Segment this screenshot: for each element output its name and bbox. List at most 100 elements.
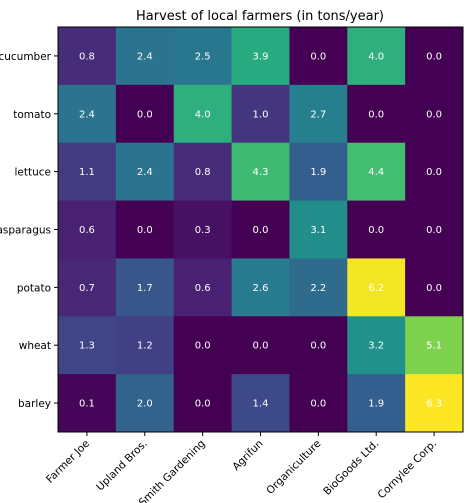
x-axis: Farmer Joe Upland Bros.Smith Gardening Agr… bbox=[44, 432, 439, 503]
heatmap-cell bbox=[115, 27, 175, 86]
cell-value-label: 1.2 bbox=[137, 341, 153, 352]
heatmap-cell bbox=[173, 258, 233, 317]
y-axis: cucumber tomato lettuce asparagus potato whea… bbox=[0, 51, 58, 410]
cell-value-label: 0.8 bbox=[195, 167, 211, 178]
cell-value-label: 2.0 bbox=[137, 399, 153, 410]
heatmap-cell bbox=[289, 374, 348, 433]
cell-value-label: 0.0 bbox=[195, 399, 211, 410]
cell-value-label: 0.0 bbox=[310, 399, 326, 410]
heatmap-cell bbox=[231, 374, 290, 433]
cell-value-labels: 0.8 2.4 2.5 3.9 0.0 4.0 0.0 2.4 0.0 4.0 1.0 2.7 0.0 0… bbox=[79, 51, 442, 409]
y-tick-label: potato bbox=[17, 282, 51, 294]
cell-value-label: 3.2 bbox=[368, 341, 384, 352]
x-tick-label: BioGoods Ltd. bbox=[321, 438, 381, 498]
heatmap-cell bbox=[231, 142, 290, 202]
cell-value-label: 6.3 bbox=[426, 399, 442, 410]
cell-value-label: 1.1 bbox=[79, 167, 95, 178]
cell-value-label: 2.6 bbox=[253, 283, 269, 294]
heatmap-cell bbox=[231, 27, 290, 86]
cell-value-label: 0.6 bbox=[195, 283, 211, 294]
heatmap-cell bbox=[115, 316, 175, 375]
heatmap-cell bbox=[58, 258, 117, 317]
cell-value-label: 0.0 bbox=[253, 341, 269, 352]
heatmap-cell bbox=[231, 84, 290, 144]
heatmap-cells bbox=[58, 27, 464, 433]
y-tick-label: lettuce bbox=[15, 167, 52, 179]
heatmap-cell bbox=[405, 316, 464, 375]
heatmap-cell bbox=[115, 200, 175, 259]
heatmap-cell bbox=[289, 258, 348, 317]
cell-value-label: 3.9 bbox=[253, 51, 269, 62]
cell-value-label: 0.0 bbox=[137, 225, 153, 236]
cell-value-label: 0.0 bbox=[368, 225, 384, 236]
cell-value-label: 0.8 bbox=[79, 51, 95, 62]
cell-value-label: 0.0 bbox=[310, 341, 326, 352]
cell-value-label: 2.2 bbox=[310, 283, 326, 294]
heatmap-cell bbox=[405, 200, 464, 259]
cell-value-label: 1.7 bbox=[137, 283, 153, 294]
cell-value-label: 0.0 bbox=[426, 109, 442, 120]
heatmap-cell bbox=[173, 316, 233, 375]
heatmap-cell bbox=[58, 84, 117, 144]
cell-value-label: 0.0 bbox=[426, 167, 442, 178]
heatmap-cell bbox=[405, 142, 464, 202]
heatmap-cell bbox=[347, 84, 406, 144]
heatmap-cell bbox=[58, 142, 117, 202]
cell-value-label: 6.2 bbox=[368, 283, 384, 294]
heatmap-cell bbox=[347, 316, 406, 375]
heatmap-cell bbox=[115, 258, 175, 317]
cell-value-label: 1.4 bbox=[253, 399, 269, 410]
heatmap-cell bbox=[289, 142, 348, 202]
heatmap-cell bbox=[58, 316, 117, 375]
cell-value-label: 1.9 bbox=[310, 167, 326, 178]
heatmap-cell bbox=[58, 200, 117, 259]
cell-value-label: 1.0 bbox=[253, 109, 269, 120]
cell-value-label: 0.1 bbox=[79, 399, 95, 410]
heatmap-cell bbox=[347, 200, 406, 259]
heatmap-cell bbox=[347, 142, 406, 202]
heatmap-cell bbox=[347, 27, 406, 86]
heatmap-cell bbox=[115, 84, 175, 144]
heatmap-cell bbox=[289, 200, 348, 259]
heatmap-cell bbox=[231, 316, 290, 375]
cell-value-label: 1.9 bbox=[368, 399, 384, 410]
y-tick-label: asparagus bbox=[0, 225, 51, 237]
cell-value-label: 0.0 bbox=[195, 341, 211, 352]
cell-value-label: 4.3 bbox=[253, 167, 269, 178]
cell-value-label: 2.7 bbox=[310, 109, 326, 120]
cell-value-label: 4.4 bbox=[368, 167, 384, 178]
y-tick-label: barley bbox=[18, 398, 51, 410]
heatmap-cell bbox=[289, 316, 348, 375]
cell-value-label: 3.1 bbox=[310, 225, 326, 236]
heatmap-cell bbox=[173, 374, 233, 433]
heatmap-cell bbox=[405, 27, 464, 86]
heatmap-cell bbox=[115, 142, 175, 202]
y-tick-label: cucumber bbox=[0, 51, 52, 63]
cell-value-label: 2.4 bbox=[137, 51, 153, 62]
cell-value-label: 0.0 bbox=[137, 109, 153, 120]
cell-value-label: 0.0 bbox=[426, 283, 442, 294]
heatmap-cell bbox=[58, 374, 117, 433]
y-tick-label: wheat bbox=[19, 340, 51, 352]
x-tick-label: Cornylee Corp. bbox=[376, 438, 440, 502]
x-tick-label: Upland Bros. bbox=[94, 438, 150, 494]
cell-value-label: 0.7 bbox=[79, 283, 95, 294]
x-tick-label: Farmer Joe bbox=[44, 438, 92, 486]
heatmap-cell bbox=[231, 200, 290, 259]
cell-value-label: 0.0 bbox=[253, 225, 269, 236]
y-tick-label: tomato bbox=[13, 109, 51, 121]
heatmap-cell bbox=[405, 84, 464, 144]
cell-value-label: 0.0 bbox=[426, 51, 442, 62]
cell-value-label: 4.0 bbox=[368, 51, 384, 62]
cell-value-label: 0.6 bbox=[79, 225, 95, 236]
cell-value-label: 2.4 bbox=[79, 109, 95, 120]
heatmap-cell bbox=[347, 258, 406, 317]
heatmap-cell bbox=[405, 374, 464, 433]
cell-value-label: 0.3 bbox=[195, 225, 211, 236]
cell-value-label: 5.1 bbox=[426, 341, 442, 352]
heatmap-cell bbox=[173, 27, 233, 86]
cell-value-label: 0.0 bbox=[426, 225, 442, 236]
heatmap-cell bbox=[173, 200, 233, 259]
cell-value-label: 1.3 bbox=[79, 341, 95, 352]
